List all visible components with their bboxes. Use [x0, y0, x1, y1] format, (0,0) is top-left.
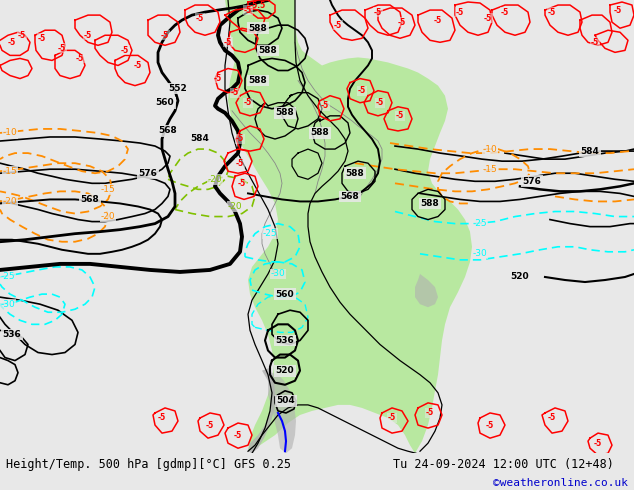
Text: 588: 588: [420, 199, 439, 208]
Text: Tu 24-09-2024 12:00 UTC (12+48): Tu 24-09-2024 12:00 UTC (12+48): [393, 458, 614, 471]
Text: 576: 576: [522, 177, 541, 186]
Text: 520: 520: [511, 272, 529, 281]
Text: -5: -5: [234, 431, 242, 440]
Text: 520: 520: [276, 366, 294, 375]
Text: 560: 560: [276, 290, 294, 298]
Text: -20: -20: [208, 175, 223, 184]
Text: ©weatheronline.co.uk: ©weatheronline.co.uk: [493, 478, 628, 489]
Text: -15: -15: [3, 167, 17, 176]
Text: 584: 584: [191, 134, 209, 144]
Text: 588: 588: [311, 128, 330, 138]
Text: -5: -5: [486, 420, 494, 430]
Text: -5: -5: [214, 74, 222, 83]
Text: -5: -5: [18, 31, 26, 40]
Text: -25: -25: [262, 229, 277, 238]
Text: -5: -5: [38, 34, 46, 43]
Text: -5: -5: [206, 420, 214, 430]
Text: -5: -5: [484, 14, 492, 23]
Text: -5: -5: [161, 31, 169, 40]
Polygon shape: [415, 274, 438, 307]
Text: 568: 568: [340, 192, 359, 201]
Text: 536: 536: [276, 336, 294, 345]
Text: -5: -5: [426, 409, 434, 417]
Text: -5: -5: [238, 179, 246, 188]
Text: -30: -30: [1, 300, 15, 309]
Text: 588: 588: [249, 76, 268, 85]
Text: -5: -5: [591, 38, 599, 47]
Text: -5: -5: [434, 16, 442, 24]
Text: 536: 536: [3, 330, 22, 339]
Text: -5: -5: [158, 414, 166, 422]
Text: -5: -5: [374, 7, 382, 17]
Text: -5: -5: [398, 18, 406, 26]
Text: 584: 584: [581, 147, 599, 156]
Text: -10: -10: [482, 145, 498, 153]
Text: -5: -5: [548, 7, 556, 17]
Polygon shape: [248, 368, 275, 453]
Text: -5: -5: [236, 159, 244, 168]
Text: -5: -5: [84, 31, 92, 40]
Text: -25: -25: [473, 219, 488, 228]
Text: -15: -15: [482, 165, 498, 174]
Text: -20: -20: [101, 212, 115, 221]
Text: -15: -15: [101, 185, 115, 194]
Text: -5: -5: [376, 98, 384, 107]
Text: -25: -25: [1, 272, 15, 281]
Text: 588: 588: [249, 24, 268, 33]
Text: 568: 568: [81, 195, 100, 204]
Text: -30: -30: [472, 249, 488, 258]
Text: 588: 588: [346, 169, 365, 178]
Text: -5: -5: [121, 46, 129, 55]
Text: -5.5: -5.5: [250, 0, 266, 9]
Text: -5: -5: [388, 414, 396, 422]
Text: -5: -5: [224, 38, 232, 47]
Text: -5: -5: [134, 61, 142, 70]
Text: -5: -5: [501, 7, 509, 17]
Text: -5: -5: [8, 38, 16, 47]
Text: 588: 588: [259, 46, 278, 55]
Text: -5: -5: [334, 21, 342, 30]
Text: 552: 552: [169, 84, 188, 93]
Text: Height/Temp. 500 hPa [gdmp][°C] GFS 0.25: Height/Temp. 500 hPa [gdmp][°C] GFS 0.25: [6, 458, 292, 471]
Text: -5: -5: [396, 111, 404, 121]
Text: -5: -5: [594, 439, 602, 448]
Text: -5: -5: [244, 98, 252, 107]
Text: 560: 560: [156, 98, 174, 107]
Text: 588: 588: [276, 108, 294, 117]
Text: -5: -5: [196, 14, 204, 23]
Text: -20: -20: [228, 202, 242, 211]
Text: 576: 576: [139, 169, 157, 178]
Text: -5: -5: [456, 7, 464, 17]
Text: -5: -5: [231, 88, 239, 97]
Text: -5: -5: [236, 134, 244, 144]
Text: 504: 504: [276, 396, 295, 405]
Text: -30: -30: [271, 270, 285, 278]
Text: -5: -5: [614, 5, 622, 15]
Polygon shape: [268, 373, 296, 453]
Text: 568: 568: [158, 126, 178, 135]
Text: -5: -5: [76, 54, 84, 63]
Polygon shape: [225, 0, 472, 453]
Text: -5: -5: [321, 101, 329, 110]
Text: -5: -5: [548, 414, 556, 422]
Text: -5: -5: [244, 5, 252, 15]
Text: -20: -20: [3, 197, 17, 206]
Text: -5: -5: [358, 86, 366, 95]
Text: -5: -5: [58, 44, 66, 53]
Text: -10: -10: [3, 128, 17, 138]
